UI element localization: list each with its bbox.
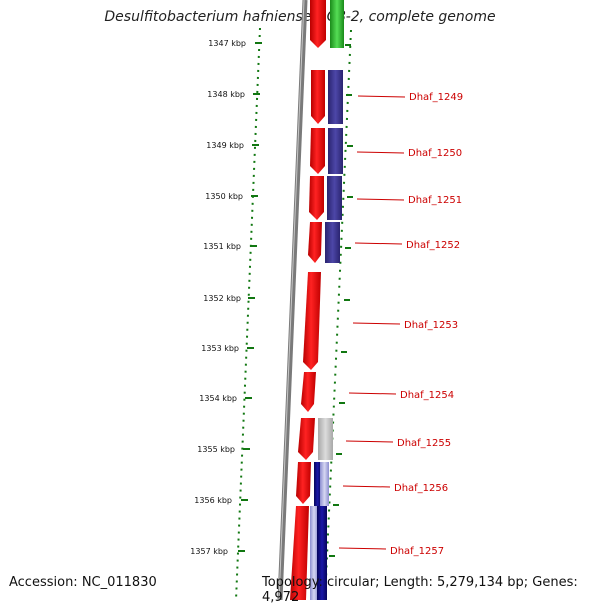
cds-block	[318, 418, 333, 460]
kbp-tick-label: 1355 kbp	[197, 445, 235, 454]
gene-label[interactable]: Dhaf_1253	[404, 320, 458, 331]
gene-label[interactable]: Dhaf_1254	[400, 390, 454, 401]
gene-label-leader	[357, 95, 406, 98]
gene-label[interactable]: Dhaf_1250	[408, 148, 462, 159]
gene-arrow	[310, 128, 325, 174]
cds-block	[325, 222, 340, 263]
gene-label-leader	[342, 485, 391, 488]
cds-block	[328, 128, 343, 174]
cds-block	[320, 462, 329, 506]
cds-block	[314, 462, 321, 506]
gene-arrow	[296, 462, 311, 504]
cds-block	[330, 0, 344, 48]
kbp-tick-label: 1354 kbp	[199, 394, 237, 403]
gene-arrow	[298, 418, 315, 460]
genome-backbone-highlight	[278, 0, 305, 600]
gene-arrow	[303, 272, 321, 370]
gene-arrow	[310, 0, 326, 48]
gene-label-leader	[345, 440, 394, 443]
cds-block	[328, 70, 343, 124]
gene-label-leader	[348, 392, 397, 395]
gene-label-leader	[356, 151, 405, 154]
kbp-tick-label: 1348 kbp	[207, 90, 245, 99]
gene-label-leader	[356, 198, 405, 201]
cds-block	[310, 506, 318, 600]
genome-backbone	[277, 0, 308, 600]
kbp-tick-label: 1352 kbp	[203, 294, 241, 303]
gene-label-leader	[352, 322, 401, 325]
cds-block	[327, 176, 342, 220]
gene-track	[290, 0, 326, 600]
gene-label[interactable]: Dhaf_1257	[390, 546, 444, 557]
accession-text: Accession: NC_011830	[9, 575, 157, 590]
gene-label-leader	[338, 547, 387, 550]
gene-label[interactable]: Dhaf_1255	[397, 438, 451, 449]
cds-block	[317, 506, 327, 600]
map-title: Desulfitobacterium hafniense DCB-2, comp…	[104, 9, 496, 25]
gene-arrow	[301, 372, 316, 412]
right-scale	[324, 29, 353, 600]
kbp-tick-label: 1351 kbp	[203, 242, 241, 251]
gene-label[interactable]: Dhaf_1249	[409, 92, 463, 103]
kbp-tick-label: 1350 kbp	[205, 192, 243, 201]
kbp-tick-label: 1349 kbp	[206, 141, 244, 150]
gene-label-leader	[354, 242, 403, 245]
gene-label[interactable]: Dhaf_1256	[394, 483, 448, 494]
scale-dotted-line	[235, 27, 261, 600]
gene-labels: Dhaf_1249 Dhaf_1250 Dhaf_1251 Dhaf_1252 …	[338, 92, 463, 557]
kbp-tick-label: 1356 kbp	[194, 496, 232, 505]
kbp-tick-label: 1353 kbp	[201, 344, 239, 353]
cds-track	[310, 0, 344, 600]
kbp-tick-label: 1347 kbp	[208, 39, 246, 48]
gene-arrow	[311, 70, 325, 124]
gene-arrow	[309, 176, 324, 220]
gene-arrow	[290, 506, 309, 600]
kbp-tick-label: 1357 kbp	[190, 547, 228, 556]
gene-label[interactable]: Dhaf_1251	[408, 195, 462, 206]
gene-label[interactable]: Dhaf_1252	[406, 240, 460, 251]
kbp-scale: 1347 kbp 1348 kbp 1349 kbp 1350 kbp 1351…	[190, 39, 262, 556]
gene-arrow	[308, 222, 322, 263]
genome-summary-text: Topology: circular; Length: 5,279,134 bp…	[262, 575, 578, 605]
